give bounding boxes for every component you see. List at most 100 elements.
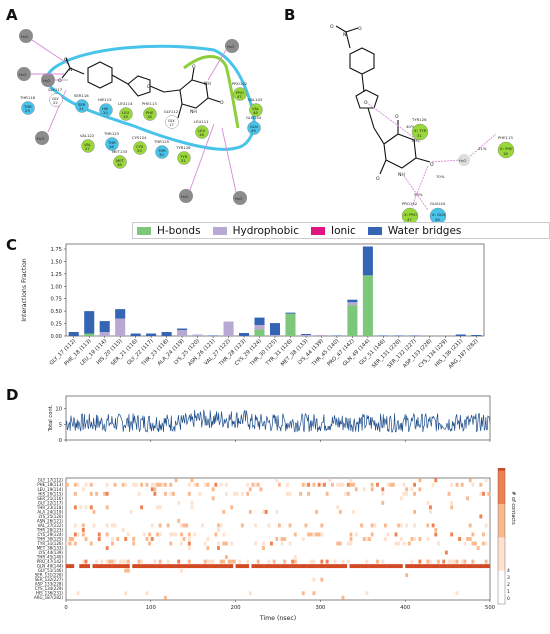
svg-text:H₂O: H₂O — [43, 78, 50, 83]
heatmap-cell — [150, 487, 154, 492]
residue-label: PRO142 — [232, 81, 248, 86]
colorbar-tick-label: 4 — [507, 568, 510, 574]
heatmap-cell — [399, 564, 403, 569]
heatmap-cell — [278, 482, 281, 487]
heatmap-cell — [381, 564, 385, 569]
heatmap-cell — [346, 541, 350, 546]
heatmap-cell — [471, 559, 475, 564]
heatmap-cell — [468, 564, 472, 569]
bar-segment — [223, 321, 234, 336]
heatmap-cell — [172, 491, 175, 496]
heatmap-cell — [150, 523, 154, 528]
heatmap-cell — [124, 559, 128, 564]
heatmap-cell — [484, 478, 488, 483]
heatmap-cell — [328, 564, 332, 569]
svg-text:NH: NH — [190, 109, 197, 115]
heatmap-cell — [431, 523, 435, 528]
heatmap-row-label: MET_38(133) — [37, 545, 64, 550]
residue-label: MET133 — [112, 149, 128, 154]
heatmap-cell — [376, 559, 379, 564]
interactions-bar-chart: 0.00 0.25 0.50 0.75 1.00 1.25 1.50 1.75 Interact… — [21, 243, 485, 370]
svg-text:H₂O: H₂O — [19, 72, 26, 77]
heatmap-cell — [447, 564, 451, 569]
heatmap-cell — [338, 482, 342, 487]
heatmap-cell — [431, 564, 435, 569]
heatmap-cell — [187, 541, 191, 546]
bar-segment — [99, 332, 110, 336]
heatmap-cell — [405, 487, 409, 492]
heatmap-cell — [76, 532, 80, 537]
heatmap-cell — [317, 532, 321, 537]
heatmap-cell — [301, 482, 305, 487]
heatmap-cell — [471, 564, 475, 569]
heatmap-cell — [137, 491, 141, 496]
heatmap-cell — [262, 546, 265, 550]
heatmap-cell — [111, 559, 114, 564]
heatmap-cell — [240, 523, 244, 528]
heatmap-cell — [320, 564, 324, 569]
heatmap-cell — [325, 559, 329, 564]
heatmap-cell — [309, 564, 313, 569]
heatmap-cell — [352, 509, 356, 514]
heatmap-cell — [66, 564, 69, 569]
heatmap-cell — [482, 532, 485, 537]
heatmap-cell — [145, 564, 149, 569]
residue-code: X: PRO — [404, 212, 417, 217]
heatmap-cell — [243, 564, 247, 569]
heatmap-cell — [386, 482, 390, 487]
heatmap-cell — [323, 564, 326, 569]
heatmap-cell — [479, 482, 483, 487]
heatmap-cell — [105, 505, 109, 510]
heatmap-cell — [280, 541, 284, 546]
heatmap-cell — [423, 564, 427, 569]
colorbar-tick-label: 3 — [507, 575, 510, 581]
heatmap-cell — [132, 564, 136, 569]
heatmap-cell — [299, 564, 303, 569]
heatmap-row-label: CYS_29(124) — [37, 532, 63, 537]
heatmap-cell — [482, 564, 485, 569]
heatmap-cell — [455, 591, 459, 596]
heatmap-cell — [156, 532, 159, 537]
heatmap-cell — [272, 559, 276, 564]
heatmap-cell — [158, 559, 162, 564]
heatmap-cell — [256, 482, 260, 487]
residue-label: LEU111 — [194, 119, 209, 124]
residue-code: LEU — [198, 128, 206, 133]
heatmap-cell — [108, 564, 112, 569]
heatmap-cell — [455, 559, 459, 564]
heatmap-cell — [66, 541, 69, 546]
heatmap-cell — [381, 487, 385, 492]
heatmap-cell — [336, 564, 340, 569]
residue-label: TYR126 — [175, 145, 191, 150]
svg-text:NH: NH — [412, 138, 419, 144]
heatmap-cell — [97, 532, 101, 537]
heatmap-cell — [219, 523, 223, 528]
heatmap-cell — [434, 528, 438, 532]
heatmap-cell — [487, 491, 491, 496]
heatmap-cell — [349, 532, 353, 537]
heatmap-cell — [172, 564, 175, 569]
heatmap-cell — [156, 482, 159, 487]
heatmap-cell — [336, 541, 340, 546]
heatmap-cell — [288, 491, 292, 496]
residue-code: VAL — [84, 142, 92, 147]
heatmap-cell — [164, 482, 167, 487]
x-tick-label: 400 — [400, 605, 410, 611]
heatmap-cell — [227, 564, 231, 569]
heatmap-cell — [341, 559, 345, 564]
heatmap-cell — [105, 532, 109, 537]
y-tick-label: 1.25 — [50, 272, 62, 278]
heatmap-cell — [341, 482, 345, 487]
y-tick-label: 0.25 — [50, 322, 62, 328]
residue-number: 49 — [251, 128, 256, 133]
heatmap-cell — [460, 559, 464, 564]
heatmap-cell — [193, 564, 197, 569]
heatmap-cell — [458, 537, 462, 541]
heatmap-cell — [293, 564, 297, 569]
residue-label: VAL143 — [248, 97, 263, 102]
